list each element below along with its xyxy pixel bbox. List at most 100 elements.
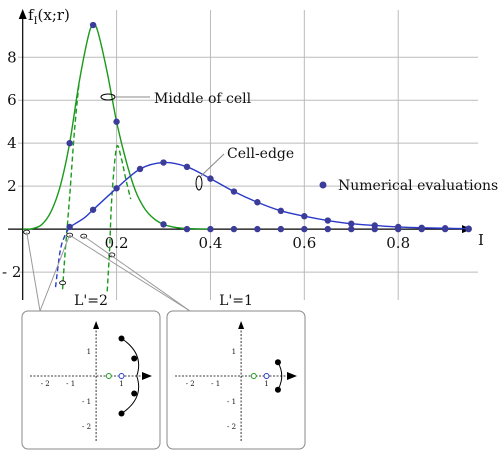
data-point (207, 175, 214, 182)
inset-point (118, 335, 125, 342)
annotation-middle: Middle of cell (154, 91, 252, 107)
inset-arc (121, 338, 140, 414)
data-point (66, 223, 73, 231)
connector-line (39, 234, 71, 312)
data-point (230, 188, 238, 195)
data-point (254, 225, 261, 233)
data-point (348, 225, 355, 233)
series-line-2 (61, 82, 80, 290)
data-point (371, 225, 378, 233)
annotation-ring (59, 280, 66, 286)
annotation-edge: Cell-edge (227, 146, 294, 162)
inset-point (131, 355, 138, 362)
data-point (183, 225, 191, 233)
connector-line (83, 235, 191, 312)
connector-lines (26, 232, 191, 312)
y-tick-label: 2 (7, 177, 17, 195)
data-point (160, 221, 167, 228)
inset-x-tick: 1 (119, 380, 123, 388)
insets: L'=2 - 2 - 1 1 1 - 1 - 2 L'=1 - 2 - 1 1 1 - 1 - 2 (21, 293, 306, 450)
data-point (183, 163, 191, 171)
data-point (324, 225, 331, 233)
inset-y-tick: - 2 (227, 423, 236, 431)
inset-1: L'=2 - 2 - 1 1 1 - 1 - 2 (21, 293, 161, 450)
y-tick-label: 8 (7, 48, 17, 66)
inset-blue-point (118, 373, 125, 379)
series-line-4 (54, 226, 71, 288)
y-tick-label: - 2 (2, 263, 21, 281)
inset-point (118, 410, 125, 417)
inset-y-tick: 1 (232, 348, 236, 356)
inset-green-point (105, 373, 112, 379)
data-point (89, 206, 97, 213)
data-points (66, 21, 472, 233)
connector-line (26, 232, 41, 312)
inset-x-tick: 1 (264, 380, 268, 388)
y-tick-label: 4 (7, 134, 17, 152)
inset-y-tick: - 1 (227, 398, 236, 406)
x-tick-label: 0.2 (105, 234, 129, 252)
inset-green-point (250, 373, 257, 379)
inset-point (274, 386, 281, 393)
data-point (207, 225, 214, 233)
annotation-leader-edge (200, 153, 225, 177)
inset-frame (21, 310, 161, 450)
y-axis-arrow (18, 9, 27, 19)
data-point (418, 225, 425, 233)
inset-x-tick: - 2 (186, 380, 195, 388)
inset-blue-point (263, 373, 270, 379)
main-plot: 0.2 0.4 0.6 0.8 - 2 2 4 6 8 Middle of cell Cell-… (2, 9, 498, 300)
inset-x-tick: - 1 (66, 380, 75, 388)
data-point (160, 159, 167, 166)
annotation-ring-edge (195, 175, 203, 191)
annotation-ring (66, 232, 74, 238)
data-point (465, 225, 472, 233)
inset-y-tick: - 1 (82, 398, 91, 406)
data-point (301, 213, 308, 220)
inset-y-tick: 1 (87, 348, 91, 356)
data-point (277, 225, 285, 233)
annotations: Middle of cell Cell-edge Numerical evalu… (23, 91, 498, 286)
data-point (324, 217, 331, 224)
legend-label: Numerical evaluations (338, 178, 498, 194)
inset-x-arrow (142, 372, 152, 380)
inset-point (131, 390, 138, 397)
connector-line (69, 234, 191, 312)
data-point (254, 199, 261, 206)
inset-2: L'=1 - 2 - 1 1 1 - 1 - 2 (166, 293, 306, 450)
inset-x-tick: - 2 (41, 380, 50, 388)
x-tick-label: 0.6 (292, 234, 316, 252)
inset-point (274, 359, 281, 366)
grid (18, 10, 478, 300)
data-point (301, 225, 308, 233)
data-point (277, 207, 285, 215)
x-tick-label: 0.4 (199, 234, 223, 252)
inset-title: L'=1 (219, 293, 253, 309)
axes (8, 9, 472, 300)
annotation-ring-middle (100, 93, 116, 101)
data-point (136, 165, 144, 173)
data-point (66, 139, 73, 147)
data-point (348, 220, 355, 227)
legend-marker (319, 181, 327, 189)
data-point (113, 185, 120, 192)
data-point (395, 225, 402, 233)
inset-y-tick: - 2 (82, 423, 91, 431)
data-point (89, 21, 97, 29)
x-tick-label: 0.8 (386, 234, 410, 252)
inset-x-arrow (287, 372, 297, 380)
y-tick-label: 6 (7, 91, 17, 109)
annotation-ring (108, 252, 116, 258)
x-axis-label: I (478, 231, 484, 249)
inset-title: L'=2 (74, 293, 108, 309)
inset-x-tick: - 1 (211, 380, 220, 388)
inset-y-arrow (93, 321, 100, 329)
data-point (113, 118, 120, 125)
annotation-ring (80, 233, 88, 239)
inset-y-arrow (238, 321, 245, 329)
data-point (230, 225, 238, 233)
series-line-0 (22, 23, 211, 230)
inset-frame (166, 310, 306, 450)
data-point (441, 225, 449, 233)
